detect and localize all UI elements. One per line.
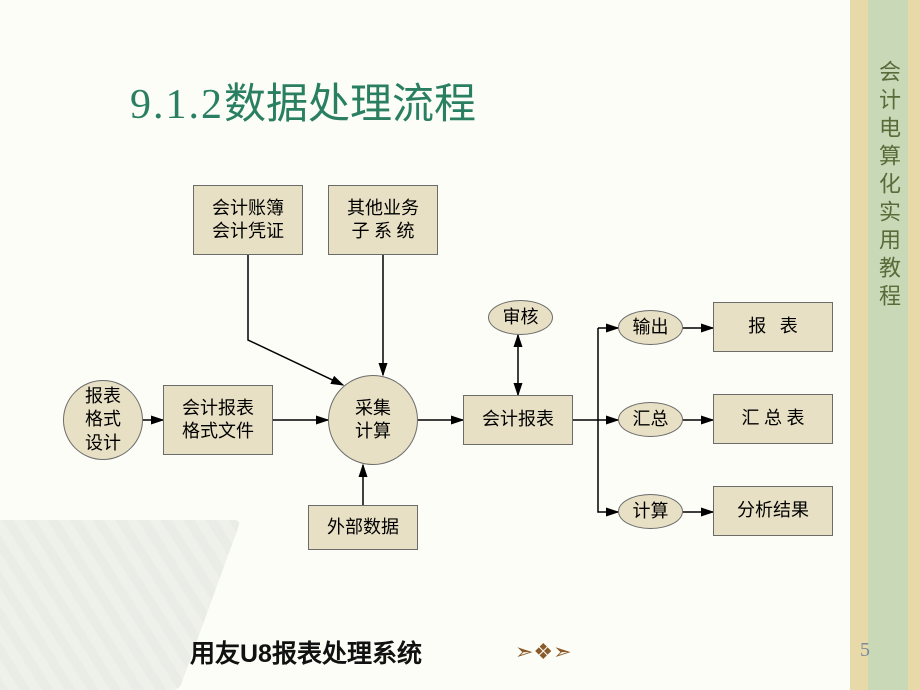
node-n4: 其他业务 子 系 统 [328,185,438,255]
edge-n7-branch [573,328,598,420]
right-band-text: 会计电算化实用教程 [872,60,904,312]
edge-n3-n5 [248,255,343,385]
node-n8: 审核 [488,300,553,335]
node-n1: 报表 格式 设计 [63,380,143,460]
right-band-inner: 会计电算化实用教程 [868,0,908,690]
slide-title: 9.1.2数据处理流程 [130,70,476,131]
node-n11: 计算 [618,494,683,529]
node-n10: 汇总 [618,402,683,437]
node-n13: 汇 总 表 [713,394,833,444]
node-n6: 外部数据 [308,505,418,550]
node-n2: 会计报表 格式文件 [163,385,273,455]
page-number: 5 [860,639,870,662]
node-n9: 输出 [618,310,683,345]
node-n3: 会计账簿 会计凭证 [193,185,303,255]
node-n5: 采集 计算 [328,375,418,465]
node-n7: 会计报表 [463,395,573,445]
footer-decoration-icon: ➣❖➣ [515,639,572,665]
title-text: 数据处理流程 [224,82,476,128]
edge-branch-n11d [598,420,618,512]
footer-text: 用友U8报表处理系统 [190,634,422,670]
node-n14: 分析结果 [713,486,833,536]
flowchart-diagram: 报表 格式 设计会计报表 格式文件 会计账簿 会计凭证其他业务 子 系 统采集 计… [58,170,838,570]
node-n12: 报 表 [713,302,833,352]
right-vertical-band: 会计电算化实用教程 [850,0,920,690]
title-number: 9.1.2 [130,82,224,128]
